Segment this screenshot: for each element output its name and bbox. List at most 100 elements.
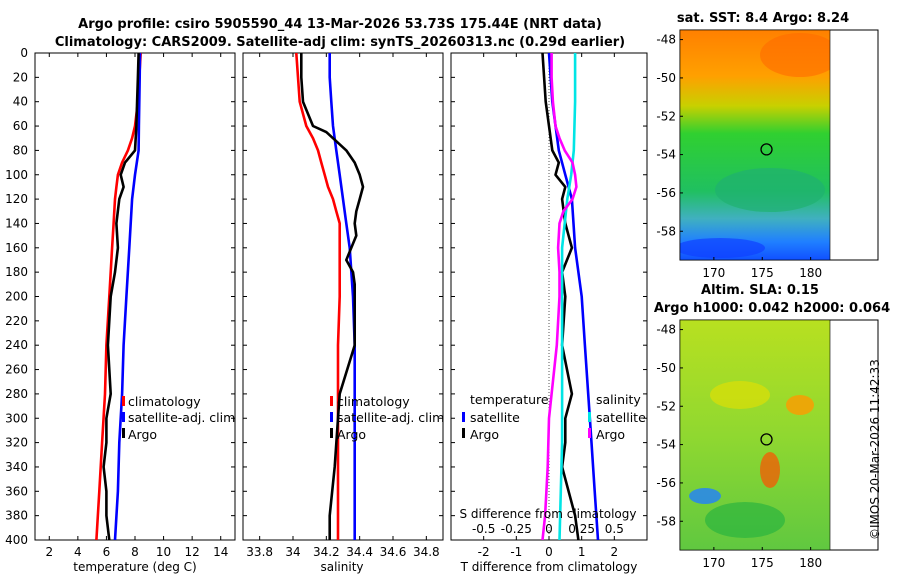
series-line-temperature-satellite bbox=[547, 53, 600, 540]
legend-swatch-sal-argo bbox=[588, 428, 591, 438]
s-difference-label: S difference from climatology bbox=[460, 507, 637, 521]
depth-tick-label: 0 bbox=[20, 46, 28, 60]
map-y-tick-label: -52 bbox=[656, 109, 676, 123]
x-tick-label: -1 bbox=[510, 545, 522, 559]
series-line-climatology bbox=[295, 53, 342, 540]
difference-panel: -2 -1 0 1 2 S difference from climatology -0… bbox=[450, 52, 648, 574]
legend-label-satellite: satellite-adj. clim bbox=[128, 410, 235, 425]
s-difference-tick-label: -0.25 bbox=[501, 522, 532, 536]
sst-map-title: sat. SST: 8.4 Argo: 8.24 bbox=[677, 11, 849, 26]
depth-tick-label: 220 bbox=[5, 314, 28, 328]
sst-warm-patch bbox=[760, 33, 830, 77]
x-tick-label: 34.6 bbox=[380, 545, 407, 559]
x-tick-label: 34.2 bbox=[313, 545, 340, 559]
legend-swatch-climatology bbox=[122, 396, 125, 406]
s-difference-tick-label: 0.25 bbox=[568, 522, 595, 536]
temperature-lines bbox=[95, 53, 142, 540]
t-difference-xlabel: T difference from climatology bbox=[460, 560, 638, 574]
legend-label-sal-argo: Argo bbox=[596, 427, 625, 442]
x-tick-label: 14 bbox=[213, 545, 228, 559]
sst-profile-marker bbox=[760, 143, 773, 156]
legend-label-temp-argo: Argo bbox=[470, 427, 499, 442]
legend-label-climatology: climatology bbox=[128, 394, 201, 409]
temperature-legend: climatology satellite-adj. clim Argo bbox=[122, 394, 235, 442]
depth-tick-label: 260 bbox=[5, 363, 28, 377]
sst-map-data-border bbox=[679, 29, 831, 261]
series-line-satellite-adj-clim bbox=[328, 53, 357, 540]
profile-location-circle bbox=[760, 433, 773, 446]
map-x-tick-label: 175 bbox=[751, 556, 774, 570]
salinity-xlabel: salinity bbox=[320, 560, 363, 574]
depth-tick-label: 180 bbox=[5, 265, 28, 279]
series-line-salinity-argo bbox=[541, 53, 578, 540]
temperature-panel: 0 20 40 60 80 100 120 140 160 180 200 220 240 260 280 3… bbox=[5, 46, 236, 574]
series-line-argo bbox=[102, 53, 140, 540]
difference-ticks: -2 -1 0 1 2 bbox=[451, 52, 647, 559]
profile-location-circle bbox=[760, 143, 773, 156]
depth-tick-label: 200 bbox=[5, 290, 28, 304]
salinity-lines bbox=[295, 53, 365, 540]
legend-swatch-sal-satellite bbox=[588, 412, 591, 422]
depth-tick-label: 300 bbox=[5, 411, 28, 425]
map-y-tick-label: -50 bbox=[656, 71, 676, 85]
series-line-satellite-adj-clim bbox=[113, 53, 142, 540]
temperature-xlabel: temperature (deg C) bbox=[73, 560, 196, 574]
sst-map: sat. SST: 8.4 Argo: 8.24 170 175 180 -48 -50… bbox=[656, 11, 879, 280]
map-y-tick-label: -48 bbox=[656, 33, 676, 47]
depth-tick-label: 400 bbox=[5, 533, 28, 547]
map-y-tick-label: -54 bbox=[656, 148, 676, 162]
depth-tick-label: 240 bbox=[5, 338, 28, 352]
depth-tick-label: 100 bbox=[5, 168, 28, 182]
x-tick-label: 1 bbox=[578, 545, 586, 559]
x-tick-label: 34.8 bbox=[413, 545, 440, 559]
salinity-ticks: 33.8 34 34.2 34.4 34.6 34.8 bbox=[243, 52, 443, 559]
temperature-ticks: 2 4 6 8 10 12 14 bbox=[35, 52, 235, 559]
sla-map-title-line1: Altim. SLA: 0.15 bbox=[701, 283, 819, 298]
s-difference-ticks: -0.5 -0.25 0 0.25 0.5 bbox=[472, 522, 624, 536]
legend-label-satellite: satellite-adj. clim bbox=[337, 410, 444, 425]
sst-map-ticks: 170 175 180 -48 -50 -52 -54 -56 -58 bbox=[656, 33, 822, 280]
x-tick-label: 0 bbox=[545, 545, 553, 559]
depth-tick-label: 60 bbox=[13, 119, 28, 133]
map-y-tick-label: -50 bbox=[656, 361, 676, 375]
sla-profile-marker bbox=[760, 433, 773, 446]
series-line-salinity-satellite bbox=[558, 53, 577, 540]
depth-tick-label: 140 bbox=[5, 216, 28, 230]
map-x-tick-label: 170 bbox=[702, 556, 725, 570]
depth-tick-label: 80 bbox=[13, 143, 28, 157]
map-y-tick-label: -56 bbox=[656, 476, 676, 490]
sla-red-patch bbox=[760, 452, 780, 488]
x-tick-label: 2 bbox=[611, 545, 619, 559]
depth-tick-label: 160 bbox=[5, 241, 28, 255]
legend-label-argo: Argo bbox=[337, 427, 366, 442]
salinity-legend: climatology satellite-adj. clim Argo bbox=[330, 394, 444, 442]
x-tick-label: 8 bbox=[131, 545, 139, 559]
s-difference-tick-label: 0 bbox=[545, 522, 553, 536]
map-y-tick-label: -58 bbox=[656, 514, 676, 528]
legend-swatch-argo bbox=[122, 428, 125, 438]
s-difference-tick-label: -0.5 bbox=[472, 522, 495, 536]
sla-orange-patch bbox=[786, 395, 814, 415]
legend-title-temperature: temperature bbox=[470, 392, 549, 407]
map-y-tick-label: -54 bbox=[656, 438, 676, 452]
map-y-tick-label: -56 bbox=[656, 186, 676, 200]
depth-tick-label: 40 bbox=[13, 95, 28, 109]
map-x-tick-label: 180 bbox=[799, 556, 822, 570]
sla-map: Altim. SLA: 0.15 Argo h1000: 0.042 h2000… bbox=[654, 283, 890, 570]
x-tick-label: 2 bbox=[45, 545, 53, 559]
difference-legend-temperature: temperature satellite Argo bbox=[462, 392, 549, 442]
depth-tick-label: 340 bbox=[5, 460, 28, 474]
depth-tick-label: 380 bbox=[5, 509, 28, 523]
sst-cold-patch bbox=[715, 168, 825, 212]
x-tick-label: 6 bbox=[103, 545, 111, 559]
x-tick-label: 34.4 bbox=[346, 545, 373, 559]
s-difference-tick-label: 0.5 bbox=[605, 522, 624, 536]
x-tick-label: 12 bbox=[185, 545, 200, 559]
sst-blue-patch bbox=[680, 238, 765, 258]
sla-yellow-patch bbox=[710, 381, 770, 409]
depth-tick-label: 280 bbox=[5, 387, 28, 401]
salinity-axes-box bbox=[242, 52, 444, 541]
difference-legend-salinity: salinity satellite Argo bbox=[588, 392, 646, 442]
sla-map-title-line2: Argo h1000: 0.042 h2000: 0.064 bbox=[654, 301, 890, 316]
